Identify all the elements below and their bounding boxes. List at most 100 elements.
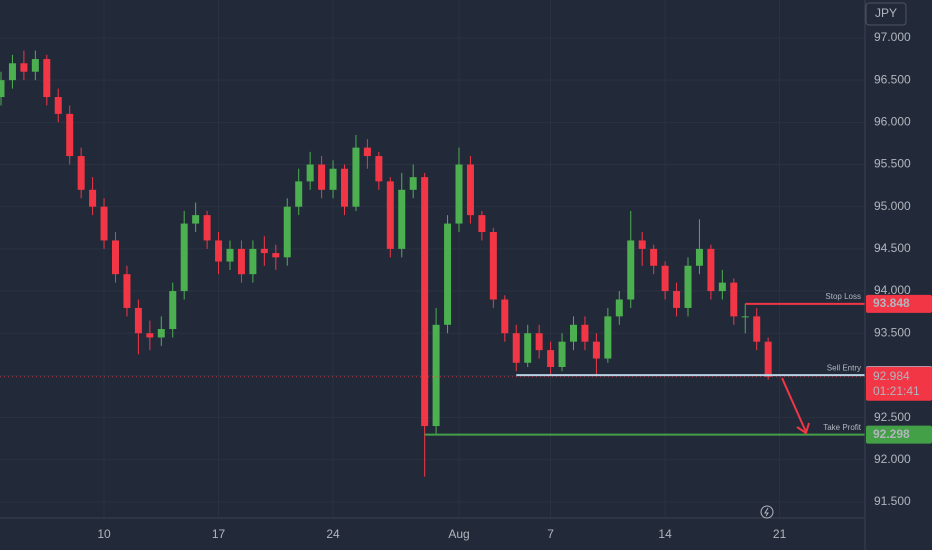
replay-icon[interactable] <box>760 505 774 519</box>
candle-body <box>0 80 5 98</box>
candle-body <box>455 164 463 224</box>
candle <box>627 210 635 308</box>
candle-body <box>329 168 337 190</box>
candle <box>398 172 406 258</box>
candle-body <box>547 350 555 367</box>
candle <box>329 160 337 199</box>
currency: JPY <box>875 6 897 20</box>
candle-body <box>352 147 360 207</box>
candle <box>718 269 726 300</box>
candle <box>570 316 577 351</box>
candle-body <box>237 248 245 275</box>
candle <box>169 282 177 338</box>
candle-body <box>295 181 303 207</box>
candle <box>157 316 165 346</box>
candle-body <box>272 253 280 258</box>
level-price: 92.298 <box>873 427 910 441</box>
candle <box>695 219 703 275</box>
candle <box>547 341 555 376</box>
candle <box>375 151 383 190</box>
candle-body <box>478 215 486 233</box>
candle <box>134 299 142 355</box>
candle-body <box>615 299 623 317</box>
candle <box>100 198 108 249</box>
y-tick-label: 91.500 <box>874 494 911 508</box>
candle-body <box>581 324 589 342</box>
candle <box>592 333 600 376</box>
candle <box>604 307 612 363</box>
candle <box>146 320 154 351</box>
icon-ring <box>760 505 774 519</box>
candle <box>501 295 509 342</box>
candle-body <box>260 248 268 254</box>
y-tick-label: 94.000 <box>874 283 911 297</box>
candle-body <box>730 282 738 317</box>
candle-body <box>592 341 600 359</box>
level-tag <box>866 294 932 313</box>
candle-body <box>215 240 223 262</box>
candle-body <box>31 59 39 72</box>
candle-body <box>695 248 703 266</box>
candle <box>112 232 119 283</box>
candle <box>524 324 532 367</box>
x-tick-label: 21 <box>773 527 787 541</box>
candle <box>318 156 326 199</box>
candle <box>8 54 16 89</box>
candle <box>638 232 646 266</box>
candle-body <box>386 181 394 249</box>
candle-body <box>570 324 577 342</box>
candle-body <box>306 164 314 182</box>
candle-body <box>249 248 257 275</box>
candle-body <box>673 291 681 308</box>
candle <box>237 240 245 283</box>
candle-body <box>398 189 406 249</box>
candle-body <box>489 232 497 300</box>
candle-body <box>718 282 726 292</box>
level-tag <box>866 425 932 444</box>
candle <box>444 215 452 334</box>
candle <box>341 164 348 216</box>
candle-body <box>112 240 119 275</box>
candle-body <box>192 215 200 224</box>
candle <box>54 88 62 123</box>
candle <box>558 333 566 372</box>
candle <box>249 240 257 283</box>
candle <box>707 244 715 300</box>
currency-box[interactable] <box>865 2 907 26</box>
candle <box>89 177 97 216</box>
icon-bolt <box>764 507 769 517</box>
candle-body <box>157 329 165 338</box>
candle-body <box>318 164 326 190</box>
y-tick-label: 92.500 <box>874 410 911 424</box>
y-tick-label: 93.500 <box>874 325 911 339</box>
candle <box>535 324 543 359</box>
candle <box>512 324 520 372</box>
candle <box>421 172 429 477</box>
candle-body <box>43 59 51 98</box>
candle <box>20 50 28 81</box>
candle-body <box>444 223 452 325</box>
candle-body <box>432 324 440 427</box>
candle-body <box>146 333 154 338</box>
candle-body <box>20 63 28 72</box>
candle-body <box>661 265 669 292</box>
arrow-head <box>796 422 810 435</box>
candle <box>66 105 74 165</box>
candle-body <box>180 223 188 292</box>
x-tick-label: 14 <box>658 527 672 541</box>
y-tick-label: 95.500 <box>874 157 911 171</box>
candle <box>260 236 268 266</box>
candle <box>77 147 85 199</box>
candle-body <box>89 189 97 207</box>
level-price: 93.848 <box>873 296 910 310</box>
candle <box>455 147 463 233</box>
y-tick-label: 96.500 <box>874 72 911 86</box>
candle <box>466 156 474 224</box>
candle <box>43 54 51 106</box>
candle-body <box>363 147 371 157</box>
candle <box>215 232 223 275</box>
level-name: Stop Loss <box>825 292 861 301</box>
candle-body <box>375 156 383 182</box>
